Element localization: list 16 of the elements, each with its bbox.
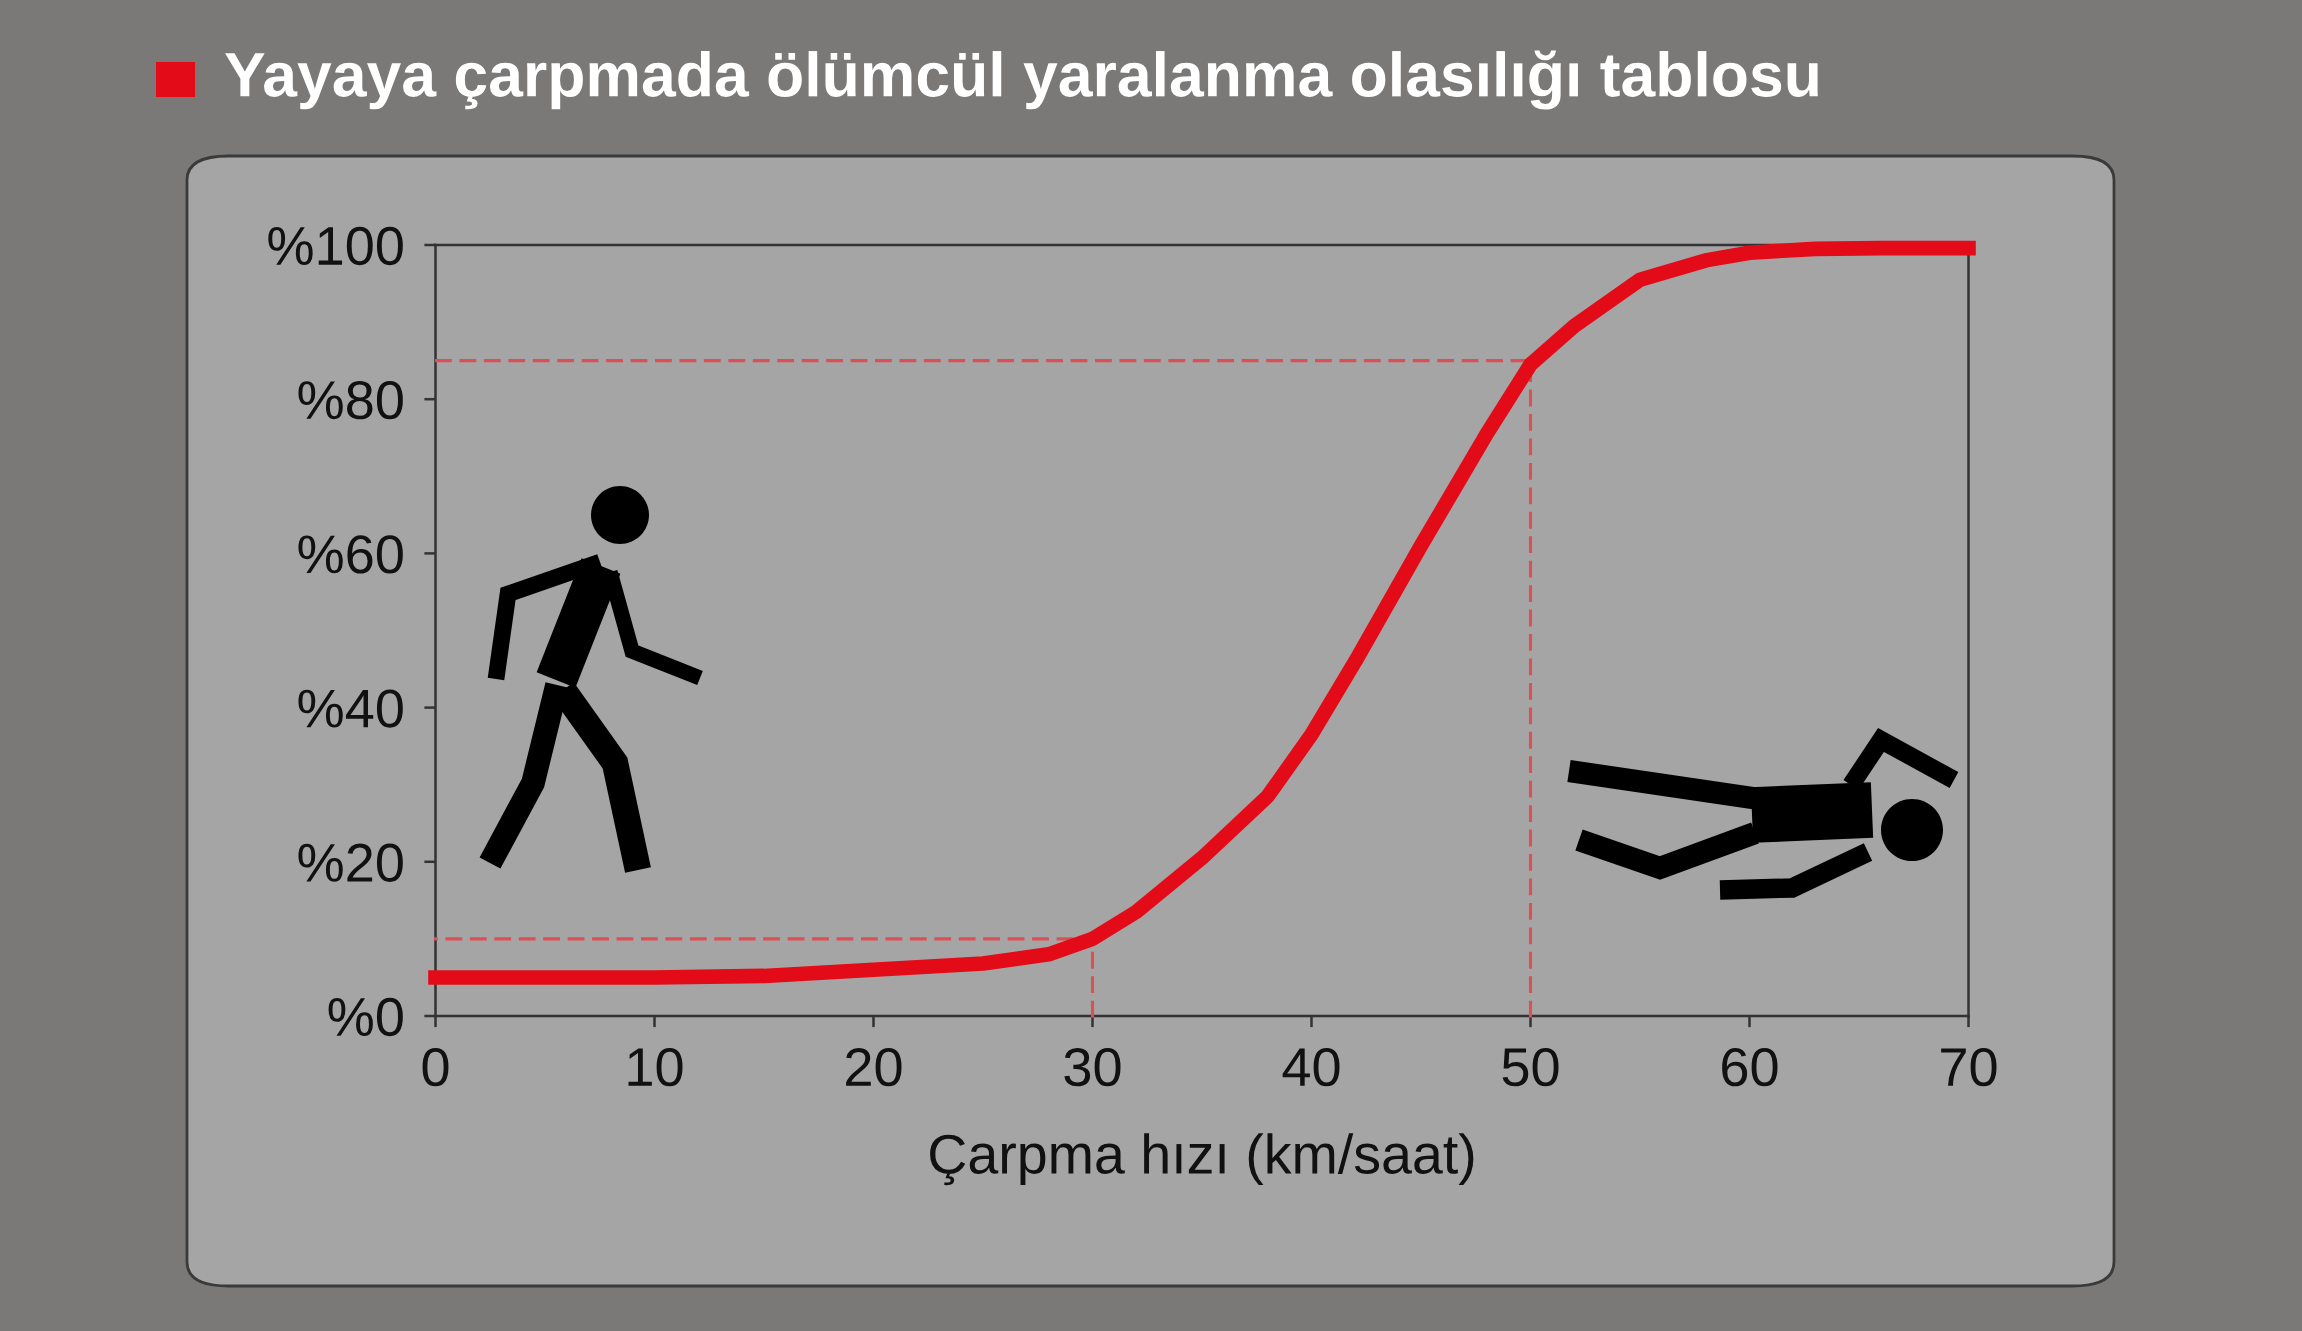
y-tick-label: %100: [268, 226, 403, 266]
y-tick-label: %20: [298, 843, 403, 882]
x-tick-label: 40: [1282, 1047, 1340, 1087]
x-tick-label: 20: [846, 1047, 902, 1087]
y-tick-label: %60: [298, 535, 403, 574]
x-tick-label: 70: [1941, 1047, 1997, 1087]
chart-title: Yayaya çarpmada ölümcül yaralanma olasılığı tablosu: [225, 50, 1818, 110]
x-tick-label: 0: [422, 1047, 449, 1087]
x-tick-label: 50: [1502, 1047, 1559, 1087]
y-tick-label: %40: [298, 689, 403, 728]
y-tick-label: %80: [298, 381, 403, 420]
x-tick-label: 10: [628, 1047, 683, 1087]
x-tick-label: 60: [1722, 1047, 1778, 1087]
x-tick-label: 30: [1064, 1047, 1121, 1087]
y-tick-label: %0: [328, 997, 403, 1037]
x-axis-title: Çarpma hızı (km/saat): [930, 1133, 1474, 1186]
